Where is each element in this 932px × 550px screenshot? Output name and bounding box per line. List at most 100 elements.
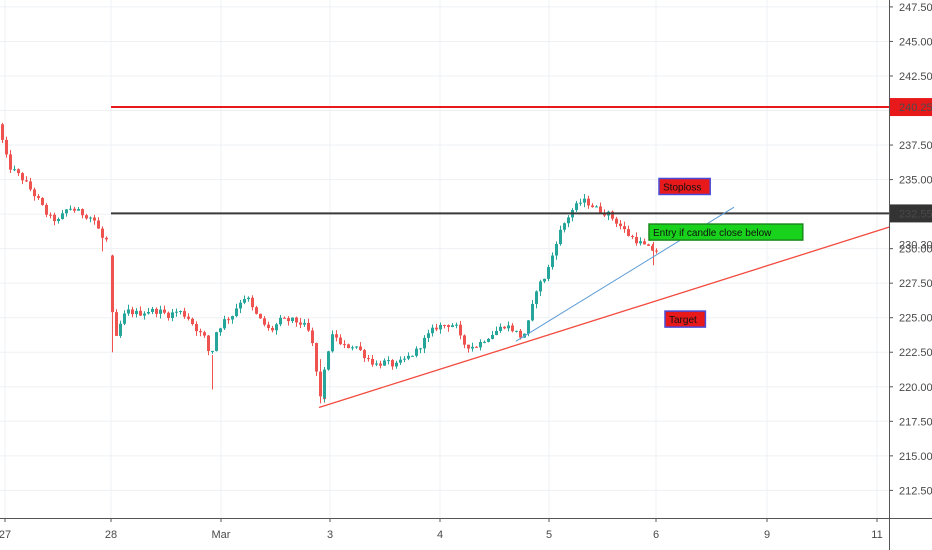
candle-body: [587, 198, 590, 206]
time-axis-panel: [0, 518, 932, 550]
candle-body: [171, 312, 174, 319]
target-label: Target: [664, 310, 707, 328]
candle-body: [45, 204, 48, 215]
candle-body: [627, 229, 630, 236]
candle-body: [375, 363, 378, 365]
candle-body: [263, 318, 266, 325]
candle-body: [431, 327, 434, 334]
candle-body: [77, 209, 80, 211]
candle-body: [247, 297, 250, 300]
price-tick-label: 242.50: [899, 71, 932, 83]
candle-body: [183, 311, 186, 317]
candle-body: [459, 324, 462, 336]
candle-body: [363, 350, 366, 359]
candle-body: [347, 344, 350, 349]
candle-body: [187, 316, 190, 319]
candle-body: [259, 313, 262, 319]
candle-body: [81, 209, 84, 216]
price-label-box: [890, 98, 932, 117]
candle-body: [127, 309, 130, 314]
candle-body: [69, 208, 72, 210]
candle-body: [423, 337, 426, 349]
price-tick-label: 230.00: [899, 244, 932, 256]
time-tick-label: 3: [327, 529, 333, 541]
candle-body: [49, 214, 52, 216]
candle-body: [611, 211, 614, 219]
candle-body: [191, 318, 194, 325]
annotation-labels: Stoploss Entry if candle close below Targe…: [648, 177, 804, 328]
candle-body: [415, 348, 418, 356]
candle-body: [411, 355, 414, 357]
price-tick-label: 247.50: [899, 2, 932, 14]
candle-body: [147, 311, 150, 314]
time-axis-ticks: 27 28 Mar 3 4 5 6 9 11: [0, 518, 883, 541]
candle-body: [33, 189, 36, 197]
candle-body: [639, 241, 642, 244]
candle-body: [303, 322, 306, 325]
price-tick-label: 235.00: [899, 175, 932, 187]
stoploss-label-box: [658, 177, 711, 196]
candle-body: [271, 327, 274, 331]
candle-body: [407, 355, 410, 359]
candle-body: [427, 333, 430, 338]
candle-body: [231, 316, 234, 320]
candle-body: [159, 309, 162, 314]
candle-body: [359, 346, 362, 351]
candle-body: [339, 337, 342, 345]
candle-body: [455, 324, 458, 326]
candle-body: [101, 228, 104, 238]
candle-body: [351, 347, 354, 349]
candle-body: [255, 307, 258, 314]
candle-body: [17, 169, 20, 174]
candle-body: [199, 331, 202, 333]
candle-body: [335, 334, 338, 338]
price-tick-label: 222.50: [899, 347, 932, 359]
candle-body: [1, 124, 4, 140]
candle-body: [651, 245, 654, 251]
price-axis-labels: 240.25 232.55 230.30: [890, 98, 932, 251]
candle-body: [211, 350, 214, 352]
candle-body: [279, 317, 282, 325]
candle-body: [155, 308, 158, 314]
candle-body: [135, 310, 138, 315]
price-tick-label: 225.00: [899, 313, 932, 325]
candle-body: [479, 342, 482, 348]
candle-body: [395, 362, 398, 367]
price-tick-label: 245.00: [899, 36, 932, 48]
candle-body: [131, 309, 134, 315]
candle-body: [387, 360, 390, 362]
candle-body: [243, 299, 246, 303]
support-trendline: [318, 225, 892, 409]
candle-body: [367, 358, 370, 360]
candle-body: [579, 202, 582, 204]
price-tick-label: 215.00: [899, 451, 932, 463]
candle-body: [635, 236, 638, 244]
candle-body: [65, 209, 68, 214]
price-axis-panel: [889, 0, 932, 550]
candle-body: [105, 237, 108, 240]
candle-body: [311, 330, 314, 344]
candle-body: [287, 318, 290, 322]
candle-series: [1, 122, 658, 404]
time-tick-label: 6: [653, 529, 659, 541]
candle-body: [41, 197, 44, 205]
price-label-red: 240.25: [890, 98, 932, 117]
candle-body: [435, 327, 438, 330]
candle-body: [251, 297, 254, 308]
price-tick-label: 220.00: [899, 382, 932, 394]
candle-body: [483, 341, 486, 343]
candle-body: [447, 325, 450, 327]
candle-body: [475, 346, 478, 348]
candle-body: [655, 250, 658, 252]
candle-body: [203, 332, 206, 336]
candle-body: [53, 214, 56, 222]
candle-body: [97, 220, 100, 229]
candle-body: [89, 217, 92, 219]
candle-body: [383, 360, 386, 366]
candle-body: [599, 206, 602, 214]
candle-body: [487, 338, 490, 342]
candle-body: [491, 334, 494, 339]
candle-body: [323, 369, 326, 398]
candle-body: [647, 244, 650, 246]
